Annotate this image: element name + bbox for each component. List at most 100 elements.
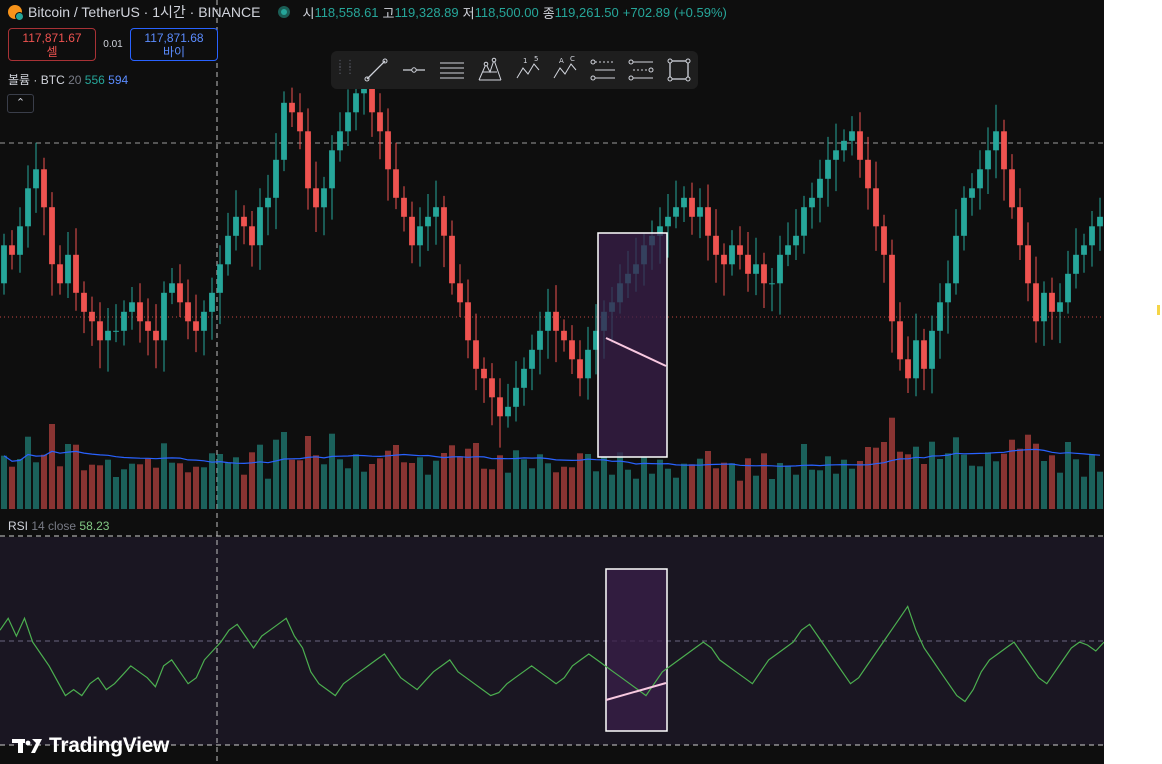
collapse-legend-button[interactable]: ⌃: [7, 94, 34, 113]
candle-body: [201, 311, 207, 331]
volume-bar: [721, 462, 727, 509]
volume-bar: [41, 454, 47, 509]
trade-panel: 117,871.67 셀 0.01 117,871.68 바이: [8, 28, 218, 61]
gann-fan-icon: [628, 59, 654, 81]
volume-bar: [857, 461, 863, 509]
volume-bar: [73, 444, 79, 509]
divergence-line-price: [605, 337, 667, 367]
candle-body: [49, 207, 55, 265]
parallel-channel-tool[interactable]: [433, 55, 471, 85]
volume-bar: [1089, 454, 1095, 509]
volume-bar: [849, 468, 855, 509]
candle-body: [585, 349, 591, 379]
candle-body: [185, 302, 191, 322]
sell-price: 117,871.67: [22, 31, 82, 45]
volume-bar: [1041, 461, 1047, 509]
volume-bar: [681, 463, 687, 509]
candle-body: [729, 245, 735, 265]
close-label: 종: [542, 5, 555, 21]
candle-body: [81, 292, 87, 312]
volume-bar: [833, 473, 839, 509]
volume-bar: [697, 458, 703, 509]
volume-bar: [1033, 443, 1039, 509]
volume-bar: [737, 480, 743, 509]
market-open-icon: [278, 6, 291, 18]
candle-body: [481, 368, 487, 379]
fib-retracement-tool[interactable]: [584, 55, 622, 85]
candle-body: [809, 197, 815, 208]
candle-body: [1081, 245, 1087, 255]
volume-bar: [385, 450, 391, 509]
sell-button[interactable]: 117,871.67 셀: [8, 28, 96, 61]
drag-handle-icon[interactable]: ⋮⋮ ⋮⋮: [335, 59, 355, 76]
volume-name: 볼륨 · BTC: [8, 73, 65, 87]
candle-body: [1025, 245, 1031, 284]
volume-bar: [497, 455, 503, 509]
trend-line-icon: [364, 58, 388, 82]
symbol-header: Bitcoin / TetherUS · 1시간 · BINANCE 시 118,…: [8, 3, 731, 21]
candle-body: [833, 150, 839, 160]
candle-body: [513, 387, 519, 407]
candle-body: [161, 292, 167, 341]
volume-bar: [537, 454, 543, 509]
buy-button[interactable]: 117,871.68 바이: [130, 28, 218, 61]
volume-bar: [393, 445, 399, 509]
svg-text:C: C: [570, 56, 575, 63]
volume-bar: [321, 464, 327, 509]
volume-bar: [777, 463, 783, 509]
volume-bar: [57, 466, 63, 509]
volume-bar: [1065, 442, 1071, 509]
candle-body: [369, 83, 375, 113]
volume-bar: [193, 466, 199, 509]
volume-bar: [441, 453, 447, 509]
candle-body: [961, 197, 967, 236]
volume-bar: [177, 463, 183, 509]
candle-body: [425, 216, 431, 227]
close-value: 119,261.50: [554, 4, 619, 20]
candle-body: [865, 159, 871, 189]
volume-bar: [137, 464, 143, 509]
volume-bar: [265, 478, 271, 509]
candle-body: [233, 216, 239, 236]
svg-text:1: 1: [523, 57, 527, 65]
candle-body: [777, 254, 783, 284]
trend-line-tool[interactable]: [357, 55, 395, 85]
volume-bar: [129, 463, 135, 509]
volume-bar: [297, 460, 303, 509]
tradingview-logo[interactable]: TradingView: [12, 734, 169, 758]
volume-legend[interactable]: 볼륨 · BTC 20 556 594: [8, 71, 128, 88]
candle-body: [521, 368, 527, 388]
candle-body: [681, 197, 687, 208]
chart-area[interactable]: Bitcoin / TetherUS · 1시간 · BINANCE 시 118,…: [0, 0, 1104, 764]
horizontal-ray-tool[interactable]: [395, 55, 433, 85]
gann-fan-tool[interactable]: [622, 55, 660, 85]
rectangle-icon: [667, 58, 691, 82]
volume-bar: [993, 461, 999, 509]
volume-bar: [505, 472, 511, 509]
candle-body: [873, 188, 879, 227]
candle-body: [593, 330, 599, 350]
volume-value: 556: [84, 73, 105, 87]
candle-body: [1073, 254, 1079, 274]
candle-body: [505, 406, 511, 417]
volume-bar: [257, 444, 263, 509]
candle-body: [689, 197, 695, 217]
candle-body: [305, 131, 311, 189]
rectangle-tool[interactable]: [660, 55, 698, 85]
pitchfork-icon: [478, 57, 502, 81]
candle-body: [465, 302, 471, 341]
volume-bar: [601, 457, 607, 509]
volume-bar: [489, 469, 495, 509]
symbol-title[interactable]: Bitcoin / TetherUS · 1시간 · BINANCE: [28, 4, 261, 20]
pitchfork-tool[interactable]: [471, 55, 509, 85]
volume-bar: [201, 467, 207, 509]
volume-bar: [49, 424, 55, 509]
rsi-legend[interactable]: RSI 14 close 58.23: [8, 519, 109, 533]
candle-body: [969, 188, 975, 198]
volume-bar: [841, 459, 847, 509]
candle-body: [665, 216, 671, 227]
chart-canvas[interactable]: [0, 0, 1104, 764]
